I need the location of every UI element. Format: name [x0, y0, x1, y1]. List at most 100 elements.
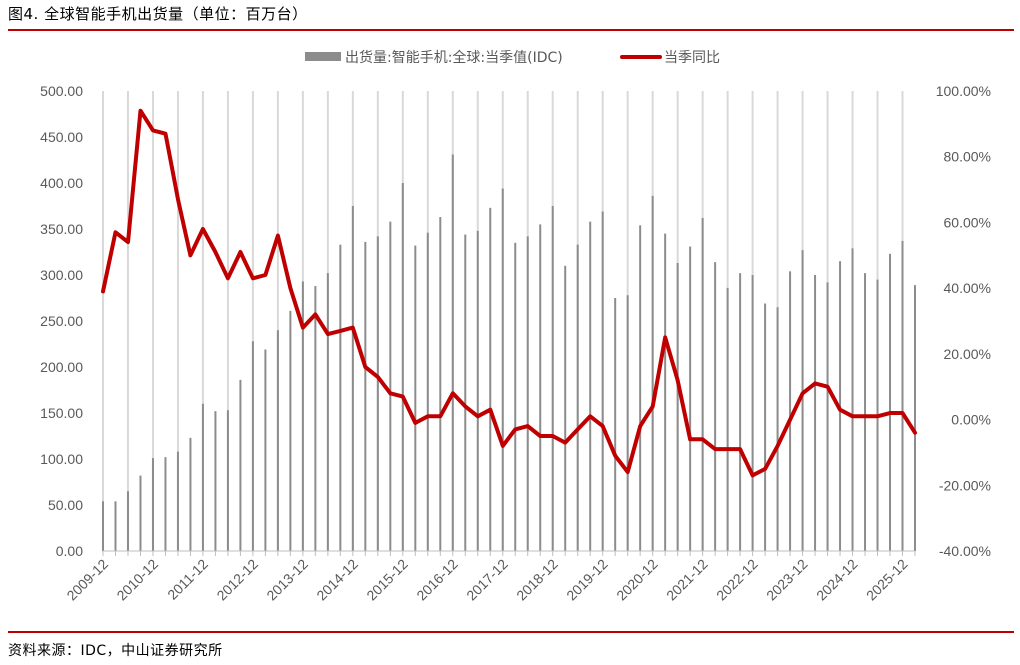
bar-series	[102, 154, 916, 552]
legend-bar-swatch	[305, 52, 341, 61]
y-right-tick-label: 0.00%	[951, 412, 991, 428]
y-left-tick-label: 100.00	[40, 451, 83, 467]
y-left-tick-label: 0.00	[56, 543, 83, 559]
bar	[864, 273, 867, 551]
y-left-tick-label: 500.00	[40, 83, 83, 99]
y-right-tick-label: 60.00%	[944, 214, 991, 230]
y-right-tick-label: 20.00%	[944, 346, 991, 362]
bar	[314, 286, 317, 551]
y-left-tick-label: 300.00	[40, 267, 83, 283]
bar	[726, 287, 729, 551]
x-tick-label: 2013-12	[263, 556, 311, 604]
bar	[114, 501, 117, 551]
bar	[639, 225, 642, 551]
y-right-tick-label: 80.00%	[944, 149, 991, 165]
bar	[201, 403, 204, 551]
bar	[251, 341, 254, 551]
y-left-tick-label: 350.00	[40, 221, 83, 237]
bar	[226, 410, 229, 551]
source-rule	[8, 631, 1014, 633]
bar	[526, 236, 529, 552]
bar	[414, 245, 417, 551]
bar	[326, 273, 329, 551]
y-right-tick-label: -40.00%	[939, 543, 991, 559]
bar	[489, 207, 492, 551]
x-tick-label: 2025-12	[863, 556, 911, 604]
x-tick-label: 2010-12	[113, 556, 161, 604]
x-tick-labels: 2009-12 2010-12 2011-12 2012-12 2013-12 2014-…	[63, 556, 910, 604]
bar	[501, 188, 504, 551]
bar	[739, 273, 742, 551]
y-left-tick-labels: 0.00 50.00 100.00 150.00 200.00 250.00 300.00 3…	[40, 83, 83, 559]
x-tick-label: 2018-12	[513, 556, 561, 604]
figure-title: 图4. 全球智能手机出货量（单位：百万台）	[8, 5, 308, 23]
bar	[801, 250, 804, 551]
bar	[464, 234, 467, 551]
bar	[589, 221, 592, 551]
bar	[151, 458, 154, 551]
bar	[814, 275, 817, 551]
legend: 出货量:智能手机:全球:当季值(IDC) 当季同比	[305, 49, 720, 66]
x-tick-label: 2009-12	[63, 556, 111, 604]
bar	[576, 244, 579, 551]
y-left-tick-label: 200.00	[40, 359, 83, 375]
bar	[614, 298, 617, 551]
bar	[626, 295, 629, 551]
bar	[851, 248, 854, 551]
bar	[389, 221, 392, 551]
bar	[764, 303, 767, 551]
bar	[351, 206, 354, 551]
y-right-tick-labels: -40.00% -20.00% 0.00% 20.00% 40.00% 60.00% 80.…	[936, 83, 991, 559]
x-tick-label: 2022-12	[713, 556, 761, 604]
bar	[376, 236, 379, 552]
bar	[551, 206, 554, 551]
bar	[176, 451, 179, 551]
x-tick-label: 2024-12	[813, 556, 861, 604]
bar	[664, 233, 667, 551]
bar	[239, 379, 242, 551]
bar	[514, 242, 517, 552]
y-left-tick-label: 250.00	[40, 313, 83, 329]
bar	[301, 281, 304, 551]
bar	[889, 253, 892, 551]
y-left-tick-label: 150.00	[40, 405, 83, 421]
bar	[214, 411, 217, 551]
bar	[601, 211, 604, 551]
bar	[914, 285, 916, 551]
axes	[102, 550, 916, 556]
y-left-tick-label: 450.00	[40, 129, 83, 145]
x-tick-label: 2014-12	[313, 556, 361, 604]
bar	[426, 232, 429, 551]
x-tick-label: 2015-12	[363, 556, 411, 604]
bar	[676, 263, 679, 551]
y-right-tick-label: -20.00%	[939, 477, 991, 493]
bar	[539, 224, 542, 551]
bar	[339, 244, 342, 551]
bar	[451, 154, 454, 552]
x-tick-label: 2021-12	[663, 556, 711, 604]
bar	[701, 217, 704, 551]
bar	[651, 195, 654, 551]
x-tick-label: 2019-12	[563, 556, 611, 604]
y-right-tick-label: 100.00%	[936, 83, 991, 99]
yoy-line	[101, 108, 917, 478]
bar	[901, 240, 904, 551]
bar	[439, 217, 442, 552]
bar	[564, 265, 567, 551]
bar	[476, 230, 479, 551]
bar	[789, 271, 792, 551]
bar	[102, 501, 104, 551]
legend-bar-label: 出货量:智能手机:全球:当季值(IDC)	[345, 49, 563, 66]
source-note: 资料来源：IDC，中山证券研究所	[8, 643, 223, 659]
y-left-tick-label: 50.00	[48, 497, 83, 513]
bar	[364, 241, 367, 551]
bar	[826, 282, 829, 551]
x-tick-label: 2023-12	[763, 556, 811, 604]
y-right-tick-label: 40.00%	[944, 280, 991, 296]
x-tick-label: 2020-12	[613, 556, 661, 604]
bar	[751, 275, 754, 551]
bar	[776, 307, 779, 551]
bar	[164, 457, 167, 551]
bar	[289, 310, 292, 551]
